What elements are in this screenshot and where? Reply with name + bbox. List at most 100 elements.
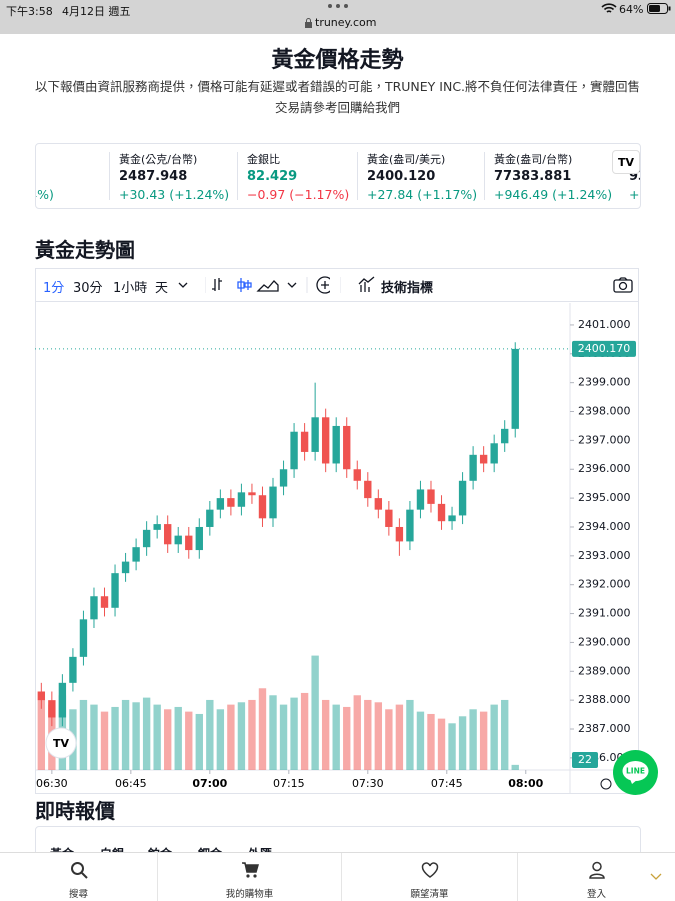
bottom-nav: 搜尋 我的購物車 願望清單 登入	[0, 852, 675, 901]
nav-label: 願望清單	[410, 889, 449, 900]
last-price-tag	[572, 340, 636, 357]
lock-icon	[305, 18, 312, 28]
y-tick-label: 2401.000	[578, 318, 631, 331]
interval-button[interactable]: 1小時	[113, 281, 148, 296]
nav-cart[interactable]: 我的購物車	[158, 853, 341, 901]
candle-body	[364, 480, 372, 499]
ticker-price: 93	[629, 169, 640, 184]
y-tick-label: 2393.000	[578, 549, 631, 562]
candle-body	[427, 489, 435, 504]
volume-tag	[572, 752, 598, 768]
volume-bar	[311, 655, 319, 770]
indicator-button[interactable]: 技術指標	[381, 281, 434, 296]
chart-toolbar: 1分 30分 1小時 天 技術指標	[35, 268, 639, 302]
tv-logo-bubble[interactable]	[45, 727, 77, 759]
camera-icon[interactable]	[612, 276, 634, 294]
interval-button[interactable]: 30分	[73, 281, 103, 296]
volume-bar	[258, 688, 267, 770]
ticker-name: /台幣)	[36, 151, 54, 169]
candle-body	[174, 535, 182, 545]
x-tick-label: 07:00	[192, 777, 227, 790]
settings-icon[interactable]	[600, 778, 612, 790]
volume-label: 22	[578, 753, 592, 766]
candle-body	[195, 526, 203, 551]
candle-body	[501, 428, 509, 444]
ticker-item[interactable]: 黃金(公克/台幣) 2487.948 +30.43 (+1.24%)	[119, 151, 229, 202]
ticker-name: 黃金(公克/台幣)	[119, 153, 198, 166]
volume-bar	[195, 713, 203, 770]
candle-body	[111, 573, 119, 608]
volume-bar	[395, 704, 404, 770]
ticker-name: 黃金(盎司/台幣)	[494, 153, 573, 166]
chevron[interactable]	[650, 873, 662, 881]
candle-body	[121, 561, 130, 574]
volume-bar	[206, 699, 214, 770]
ticker-item[interactable]: 黃金(盎司/美元) 2400.120 +27.84 (+1.17%)	[367, 151, 477, 202]
ticker-price: 82.429	[247, 169, 298, 184]
interval-button[interactable]: 1分	[43, 281, 65, 296]
volume-bar	[37, 699, 46, 770]
volume-bar	[427, 713, 435, 770]
volume-bar	[79, 699, 88, 770]
ticker-item[interactable]: 93+1	[629, 151, 640, 202]
volume-bar	[164, 709, 172, 770]
volume-bar	[174, 706, 182, 770]
ticker-price: 654	[36, 169, 54, 187]
candle-body	[343, 425, 351, 470]
line-logo: LINE	[622, 761, 649, 784]
interval-button[interactable]: 天	[155, 281, 169, 296]
volume-bar	[406, 699, 414, 770]
ticker-item[interactable]: 金銀比 82.429 −0.97 (−1.17%)	[247, 151, 349, 202]
battery-icon	[647, 3, 671, 14]
tv-button[interactable]: TV	[612, 150, 640, 174]
y-tick-label: 2399.000	[578, 376, 631, 389]
chevron[interactable]	[177, 280, 189, 290]
y-tick-label: 2388.000	[578, 693, 631, 706]
volume-bar	[385, 709, 393, 770]
candle-body	[132, 547, 140, 562]
volume-bar	[469, 709, 477, 770]
y-tick-label: 2390.000	[578, 635, 631, 648]
cart-icon	[241, 862, 259, 878]
y-tick-label: 2392.000	[578, 578, 631, 591]
nav-search[interactable]: 搜尋	[0, 853, 157, 901]
volume-bar	[501, 699, 509, 770]
quotes-title: 即時報價	[35, 799, 115, 823]
url[interactable]: truney.com	[315, 16, 377, 29]
x-tick-label: 07:30	[352, 777, 384, 790]
ticker-item[interactable]: 黃金(盎司/台幣) 77383.881 +946.49 (+1.24%)	[494, 151, 612, 202]
user-icon	[588, 861, 605, 879]
x-tick-label: 07:15	[273, 777, 305, 790]
nav-login[interactable]: 登入	[518, 853, 675, 901]
nav-wishlist[interactable]: 願望清單	[342, 853, 517, 901]
volume-bar	[185, 711, 193, 770]
ticker-price: 2400.120	[367, 169, 436, 184]
x-tick-label: 06:45	[115, 777, 147, 790]
volume-bar	[437, 718, 446, 770]
dots-icon	[328, 4, 348, 8]
candle-body	[216, 498, 225, 510]
battery-level: 64%	[619, 3, 644, 16]
chart-type-icons[interactable]	[205, 275, 330, 295]
ticker-change: (+1.24%)	[36, 187, 54, 202]
ticker-item[interactable]: /台幣)654(+1.24%)	[36, 151, 54, 202]
line-chat-button[interactable]: LINE	[613, 750, 658, 795]
candlestick-chart: 2386.0002387.0002388.0002389.0002390.000…	[35, 303, 639, 794]
ticker-name: 黃金(盎司/美元)	[367, 153, 446, 166]
candle-body	[448, 515, 456, 522]
y-tick-label: 2397.000	[578, 433, 631, 446]
volume-bar	[279, 704, 288, 770]
candle-body	[258, 495, 267, 519]
candle-body	[353, 469, 361, 481]
ticker-price: 2487.948	[119, 169, 188, 184]
volume-bar	[90, 704, 98, 770]
nav-label: 登入	[586, 889, 606, 900]
y-tick-label: 2395.000	[578, 491, 631, 504]
status-date: 4月12日 週五	[62, 5, 131, 18]
candle-body	[321, 417, 330, 464]
x-tick-label: 07:45	[431, 777, 463, 790]
ticker-divider	[237, 152, 238, 200]
ticker-name: 金銀比	[247, 153, 280, 166]
volume-bar	[300, 692, 309, 770]
